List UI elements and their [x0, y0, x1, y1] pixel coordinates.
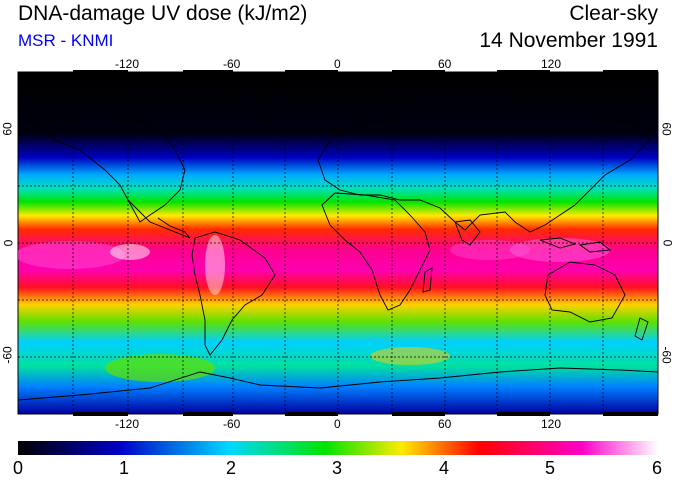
lat-tick-left-60: 60 [0, 122, 15, 136]
colorbar-label-5: 5 [545, 458, 556, 478]
colorbar [18, 441, 658, 455]
graticule [18, 72, 658, 414]
chart-title: DNA-damage UV dose (kJ/m2) [18, 2, 308, 25]
lon-tick-top-0: 0 [334, 57, 341, 71]
lon-tick-bottom-minus60: -60 [223, 417, 241, 431]
colorbar-label-0: 0 [13, 458, 24, 478]
lon-tick-top-60: 60 [438, 57, 452, 71]
chart-subtitle: MSR - KNMI [18, 31, 114, 50]
colorbar-label-2: 2 [226, 458, 237, 478]
lon-tick-top-120: 120 [541, 57, 562, 71]
lon-tick-top-minus60: -60 [223, 57, 241, 71]
lat-tick-left-0: 0 [1, 239, 16, 247]
map-date: 14 November 1991 [479, 29, 658, 52]
colorbar-label-4: 4 [439, 458, 450, 478]
lat-tick-right-60: 60 [659, 122, 674, 136]
lat-tick-right-minus60: -60 [659, 346, 674, 364]
frame-ticks [73, 70, 658, 416]
colorbar-label-1: 1 [119, 458, 130, 478]
sky-condition: Clear-sky [569, 2, 658, 25]
lon-tick-bottom-60: 60 [438, 417, 452, 431]
colorbar-label-3: 3 [332, 458, 343, 478]
lon-tick-bottom-120: 120 [541, 417, 562, 431]
lat-tick-left-minus60: -60 [0, 346, 15, 364]
lon-tick-top-minus120: -120 [115, 57, 140, 71]
lon-tick-bottom-minus120: -120 [115, 417, 140, 431]
colorbar-label-6: 6 [652, 458, 663, 478]
uv-dose-map [17, 70, 659, 416]
lon-tick-bottom-0: 0 [334, 417, 341, 431]
lat-tick-right-0: 0 [660, 239, 675, 247]
